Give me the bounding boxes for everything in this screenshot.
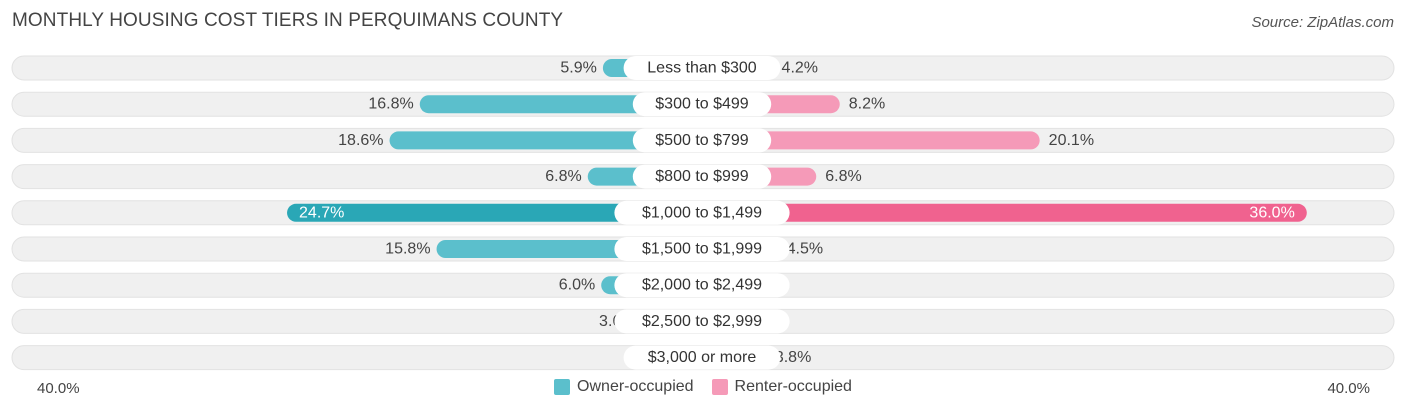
legend-owner-label: Owner-occupied bbox=[577, 378, 694, 395]
source-label: Source: ZipAtlas.com bbox=[1251, 14, 1394, 31]
category-pill bbox=[632, 164, 772, 189]
category-label: $300 to $499 bbox=[655, 96, 749, 113]
category-pill bbox=[614, 237, 790, 261]
renter-bar bbox=[702, 131, 1040, 150]
chart-title: MONTHLY HOUSING COST TIERS IN PERQUIMANS… bbox=[12, 10, 564, 31]
category-pill bbox=[623, 56, 781, 80]
owner-value-label: 16.8% bbox=[368, 96, 413, 113]
renter-value-label: 4.2% bbox=[782, 60, 818, 77]
legend-owner-swatch bbox=[554, 379, 571, 395]
owner-value-label: 6.0% bbox=[559, 277, 595, 294]
legend-renter-swatch bbox=[711, 379, 728, 395]
category-label: $800 to $999 bbox=[655, 168, 749, 185]
axis-left-label: 40.0% bbox=[37, 380, 80, 397]
renter-value-label: 4.5% bbox=[787, 241, 823, 258]
legend-renter-label: Renter-occupied bbox=[734, 378, 852, 395]
legend-renter: Renter-occupied bbox=[711, 378, 852, 396]
category-pill bbox=[632, 92, 772, 117]
owner-value-label: 24.7% bbox=[299, 204, 344, 221]
category-pill bbox=[632, 128, 772, 153]
renter-value-label: 8.2% bbox=[849, 96, 885, 113]
category-label: Less than $300 bbox=[647, 60, 757, 77]
owner-bar bbox=[389, 131, 702, 150]
owner-bar bbox=[419, 95, 702, 114]
owner-value-label: 6.8% bbox=[545, 168, 581, 185]
renter-bar bbox=[702, 203, 1307, 222]
category-label: $2,500 to $2,999 bbox=[642, 313, 762, 330]
category-pill bbox=[623, 345, 781, 370]
category-pill bbox=[614, 309, 790, 334]
owner-value-label: 18.6% bbox=[338, 132, 383, 149]
category-label: $1,000 to $1,499 bbox=[642, 204, 762, 221]
category-pill bbox=[614, 200, 790, 225]
legend: Owner-occupied Renter-occupied bbox=[0, 378, 1406, 396]
renter-value-label: 36.0% bbox=[1249, 204, 1294, 221]
renter-value-label: 3.8% bbox=[775, 349, 811, 366]
legend-owner: Owner-occupied bbox=[554, 378, 694, 396]
category-label: $2,000 to $2,499 bbox=[642, 277, 762, 294]
renter-value-label: 20.1% bbox=[1049, 132, 1094, 149]
category-label: $500 to $799 bbox=[655, 132, 749, 149]
owner-value-label: 5.9% bbox=[560, 60, 596, 77]
owner-bar bbox=[287, 203, 702, 222]
owner-value-label: 15.8% bbox=[385, 241, 430, 258]
category-label: $3,000 or more bbox=[648, 349, 757, 366]
axis-right-label: 40.0% bbox=[1327, 380, 1370, 397]
category-label: $1,500 to $1,999 bbox=[642, 241, 762, 258]
category-pill bbox=[614, 273, 790, 298]
renter-value-label: 6.8% bbox=[825, 168, 861, 185]
